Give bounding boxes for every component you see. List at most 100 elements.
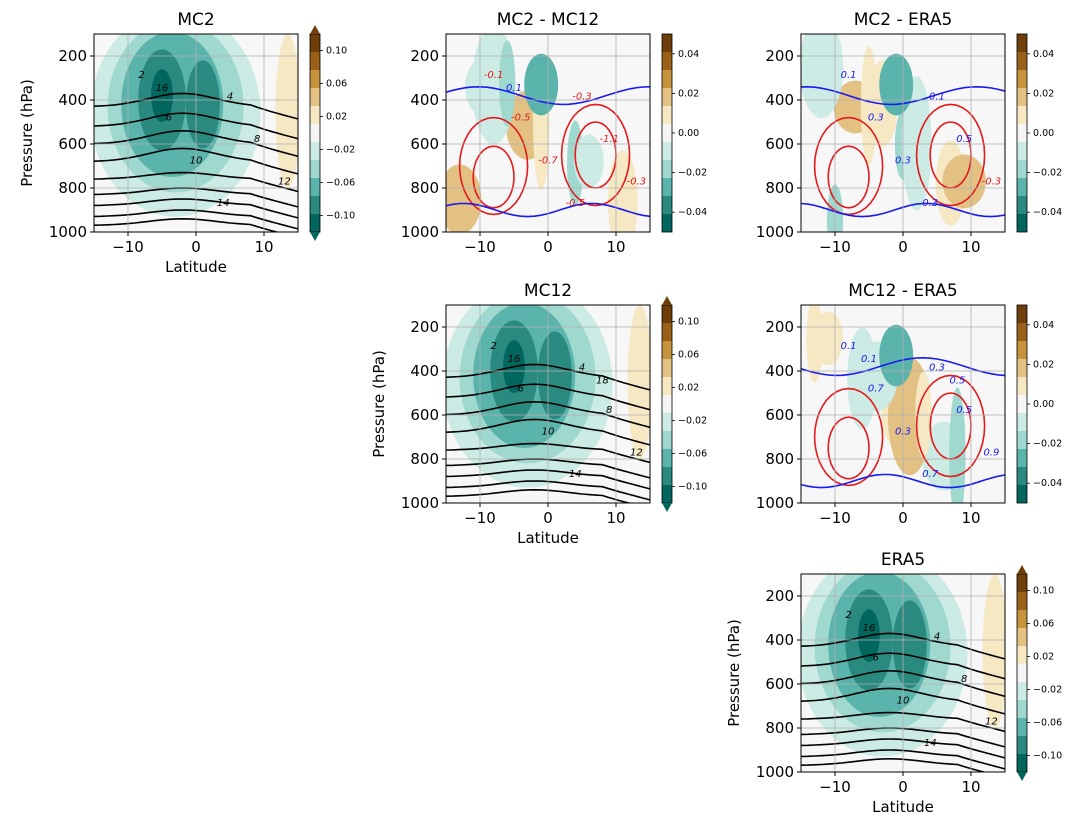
y-tick-label: 400 [58, 91, 87, 109]
colorbar-tick-label: −0.10 [678, 482, 707, 493]
y-tick-label: 800 [765, 719, 794, 737]
panel-title: ERA5 [881, 550, 925, 570]
colorbar-swatch [310, 106, 320, 124]
colorbar-swatch [1017, 431, 1027, 449]
fill-pos-1 [627, 305, 650, 459]
isoline-positive [813, 116, 884, 216]
y-axis-label: Pressure (hPa) [370, 350, 388, 458]
colorbar-tick-label: 0.00 [678, 128, 699, 139]
colorbar-tick-label: 0.04 [1033, 320, 1054, 331]
fill-anomaly [607, 150, 638, 232]
isoline-positive [915, 103, 986, 207]
x-tick-label: 10 [606, 238, 625, 256]
contour-label: -0.3 [627, 177, 647, 188]
fill-anomaly [573, 134, 604, 189]
colorbar-swatch [1017, 359, 1027, 377]
panel-title: MC12 - ERA5 [848, 281, 957, 301]
colorbar-swatch [310, 214, 320, 232]
y-tick-label: 600 [765, 135, 794, 153]
y-tick-label: 800 [765, 450, 794, 468]
colorbar-tick-label: −0.04 [678, 207, 707, 218]
colorbar-swatch [1017, 449, 1027, 467]
y-axis-label: Pressure (hPa) [725, 619, 743, 727]
colorbar-swatch [662, 142, 672, 160]
colorbar-swatch [1017, 70, 1027, 88]
colorbar-swatch [1017, 124, 1027, 142]
x-tick-label: 0 [898, 778, 908, 796]
panel-plot-area: 0.1 0.1 0.3 0.5 0.3 -0.3 0.3 [801, 34, 1005, 232]
x-axis-label: Latitude [517, 529, 579, 547]
contour-label: 0.1 [506, 83, 522, 94]
contour-label: 0.3 [868, 113, 884, 124]
colorbar-tick-label: 0.04 [678, 49, 699, 60]
colorbar-tick-label: −0.10 [1033, 751, 1062, 762]
x-tick-label: −10 [819, 509, 851, 527]
colorbar-extend-top [1017, 565, 1027, 574]
panel-title: MC2 - MC12 [497, 10, 599, 30]
colorbar-diff: 0.04 0.02 0.00 −0.02 −0.04 [1016, 304, 1062, 504]
contour-label: 6 [873, 653, 879, 664]
y-tick-label: 400 [410, 91, 439, 109]
colorbar-swatch [1017, 341, 1027, 359]
isoline-positive [472, 145, 515, 209]
colorbar-swatch [1017, 196, 1027, 214]
contour-label: 2 [845, 610, 851, 621]
colorbar-swatch [310, 196, 320, 214]
contour-label: -0.5 [565, 198, 585, 209]
contour-label: 8 [254, 134, 260, 145]
colorbar-extend-bottom [1017, 772, 1027, 781]
panel-title: MC2 [177, 10, 214, 30]
contour-label: 10 [190, 155, 203, 166]
y-tick-label: 1000 [401, 223, 439, 241]
colorbar-swatch [1017, 88, 1027, 106]
isoline-positive [929, 392, 972, 460]
contour-label: -0.1 [484, 70, 504, 81]
colorbar-swatch [310, 124, 320, 142]
colorbar-tick-label: 0.02 [1033, 88, 1054, 99]
y-tick-label: 200 [410, 318, 439, 336]
colorbar-swatch [310, 70, 320, 88]
fill-anomaly [499, 40, 516, 127]
y-tick-label: 400 [765, 91, 794, 109]
contour-label: 0.5 [956, 134, 972, 145]
colorbar-diff: 0.04 0.02 0.00 −0.02 −0.04 [1016, 33, 1062, 233]
x-axis-label: Latitude [165, 258, 227, 276]
colorbar-swatch [662, 305, 672, 323]
colorbar-tick-label: −0.10 [326, 211, 355, 222]
colorbar-tick-label: −0.02 [1033, 685, 1062, 696]
panel-plot-area: 0.1 0.3 0.7 0.5 0.3 0.9 0.7 0.1 0.5 [801, 305, 1005, 503]
contour-label: 0.3 [895, 155, 911, 166]
contour-label: 14 [569, 469, 582, 480]
colorbar-swatch [1017, 34, 1027, 52]
colorbar-swatch [310, 142, 320, 160]
y-tick-label: 800 [410, 450, 439, 468]
y-tick-label: 1000 [756, 763, 794, 781]
contour-label: 0.1 [841, 341, 857, 352]
y-tick-label: 400 [765, 362, 794, 380]
colorbar-mean: 0.10 0.06 0.02 −0.02 −0.06 −0.10 [309, 25, 355, 241]
panel-mc2-mc12: -0.1 -0.3 -0.5 -1.1 -0.7 -0.3 -0.5 0.1 MC2 - MC1… [401, 10, 651, 256]
colorbar-tick-label: −0.02 [678, 168, 707, 179]
colorbar-tick-label: 0.06 [678, 350, 699, 361]
isoline-positive [813, 387, 884, 487]
fill-level-4b [537, 331, 572, 420]
colorbar-diff: 0.04 0.02 0.00 −0.02 −0.04 [661, 33, 707, 233]
y-tick-label: 200 [765, 47, 794, 65]
x-tick-label: 10 [606, 509, 625, 527]
colorbar-tick-label: 0.02 [678, 383, 699, 394]
colorbar-swatch [1017, 178, 1027, 196]
colorbar-extend-bottom [662, 503, 672, 512]
fill-level-4b [892, 600, 927, 689]
colorbar-swatch [1017, 754, 1027, 772]
colorbar-tick-label: −0.06 [1033, 718, 1062, 729]
y-tick-label: 200 [765, 318, 794, 336]
contour-label: -0.3 [572, 91, 592, 102]
y-tick-label: 600 [58, 135, 87, 153]
colorbar-swatch [662, 323, 672, 341]
colorbar-swatch [1017, 574, 1027, 592]
fill-anomaly-strong [879, 324, 914, 387]
colorbar-tick-label: 0.02 [1033, 359, 1054, 370]
contour-label: 0.3 [922, 198, 938, 209]
colorbar-swatch [1017, 682, 1027, 700]
